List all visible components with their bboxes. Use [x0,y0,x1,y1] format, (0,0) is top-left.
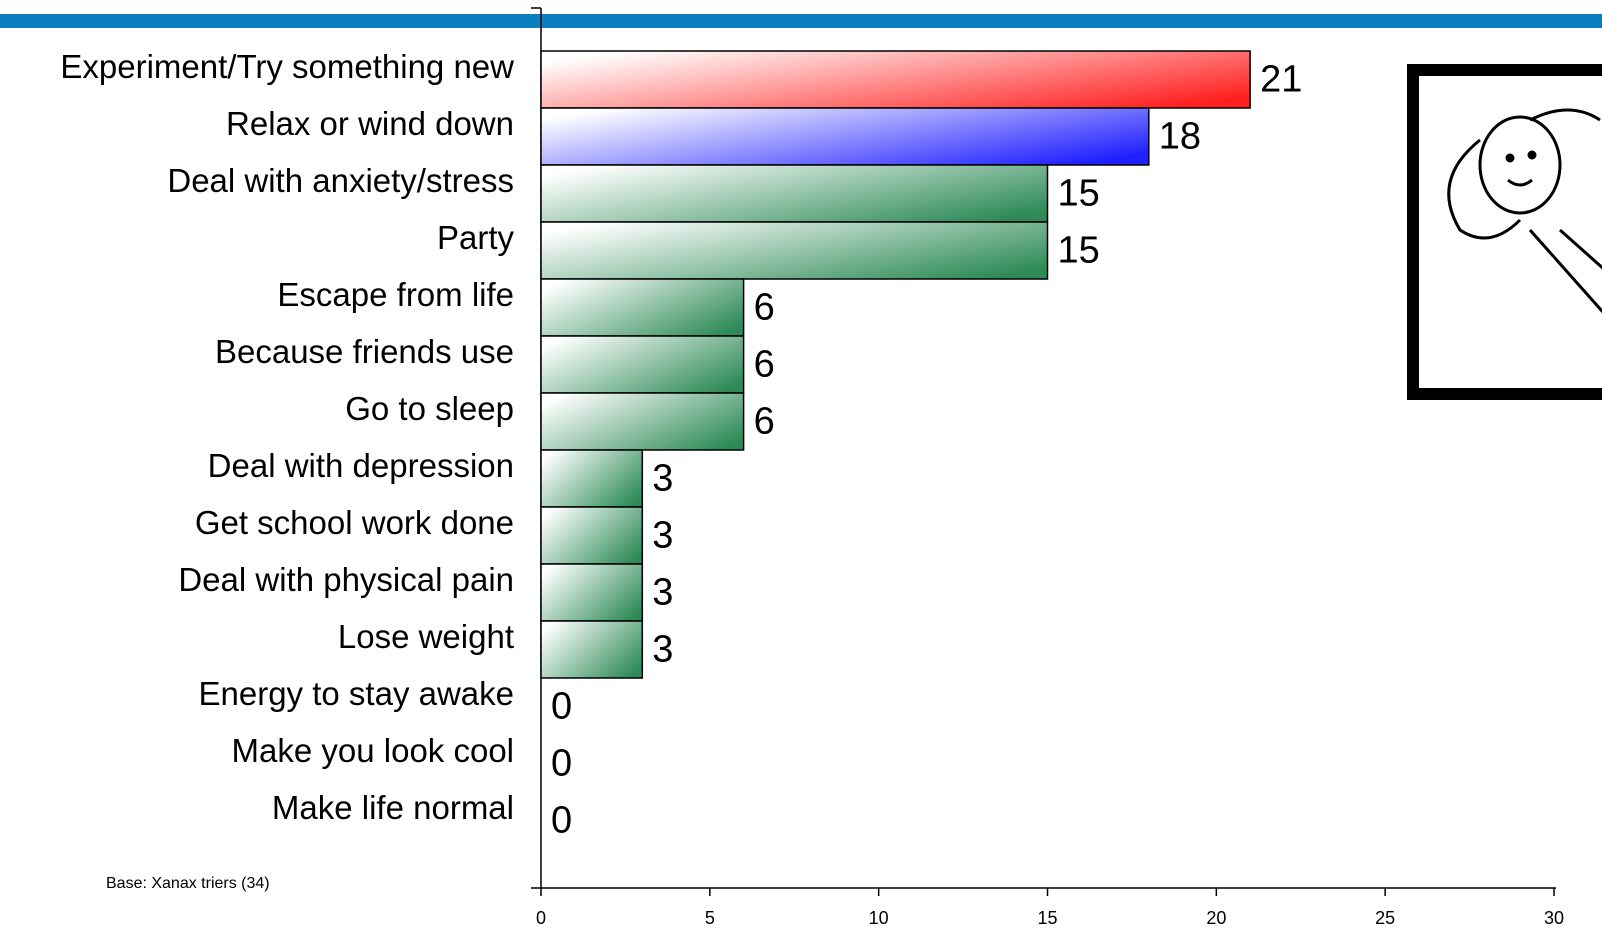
value-label: 15 [1058,173,1100,215]
value-label: 15 [1058,230,1100,272]
bar [541,222,1048,279]
x-tick-label: 30 [1544,908,1564,928]
value-label: 21 [1260,59,1302,101]
x-tick-label: 20 [1206,908,1226,928]
header-band [0,14,1602,28]
value-label: 6 [754,344,775,386]
picture [1413,70,1602,394]
x-tick-label: 10 [869,908,889,928]
bar [541,279,744,336]
bar [541,393,744,450]
bar [541,336,744,393]
category-label: Deal with depression [208,447,514,484]
chart: Base: Xanax triers (34) 051015202530Expe… [0,0,1602,951]
category-label: Make you look cool [232,732,514,769]
category-label: Party [437,219,515,256]
category-label: Deal with anxiety/stress [167,162,514,199]
value-label: 0 [551,743,572,785]
value-label: 3 [652,458,673,500]
value-label: 3 [652,515,673,557]
x-tick-label: 0 [536,908,546,928]
bar [541,165,1048,222]
bar [541,108,1149,165]
category-label: Get school work done [195,504,514,541]
bar [541,507,642,564]
category-label: Go to sleep [345,390,514,427]
value-label: 6 [754,401,775,443]
value-label: 3 [652,629,673,671]
x-tick-label: 25 [1375,908,1395,928]
value-label: 0 [551,686,572,728]
bar [541,564,642,621]
category-label: Energy to stay awake [199,675,515,712]
value-label: 6 [754,287,775,329]
x-tick-label: 5 [705,908,715,928]
category-label: Make life normal [272,789,514,826]
category-label: Lose weight [338,618,514,655]
value-label: 18 [1159,116,1201,158]
category-label: Relax or wind down [226,105,514,142]
bar [541,621,642,678]
x-tick-label: 15 [1037,908,1057,928]
value-label: 3 [652,572,673,614]
bar [541,51,1250,108]
category-label: Escape from life [277,276,514,313]
bar [541,450,642,507]
category-label: Experiment/Try something new [60,48,514,85]
category-label: Deal with physical pain [178,561,514,598]
category-label: Because friends use [215,333,514,370]
footnote: Base: Xanax triers (34) [106,875,270,892]
value-label: 0 [551,800,572,842]
